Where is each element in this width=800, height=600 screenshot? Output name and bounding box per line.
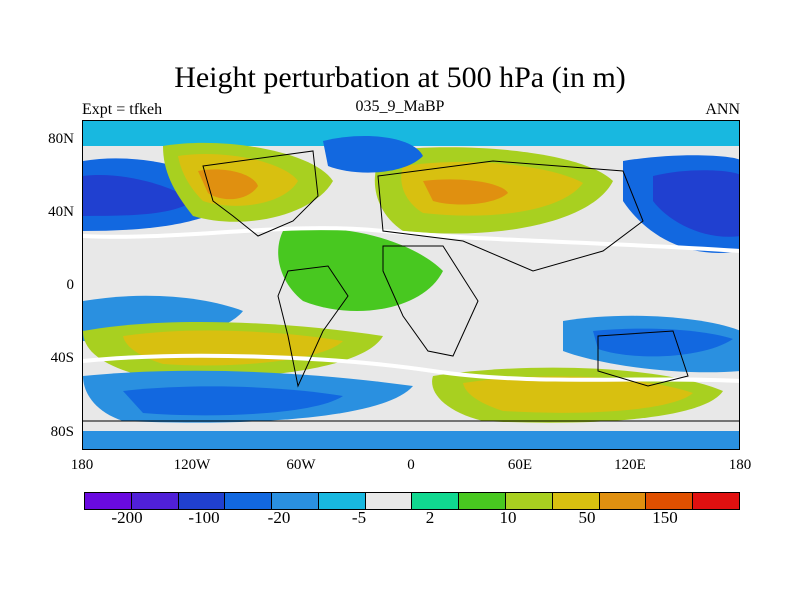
colorbar-swatch: [225, 493, 273, 509]
colorbar-swatch: [693, 493, 739, 509]
colorbar: [84, 492, 740, 510]
y-tick-40s: 40S: [50, 350, 74, 366]
x-tick-180e: 180: [728, 457, 752, 473]
case-label: 035_9_MaBP: [355, 98, 445, 115]
x-tick-0: 0: [407, 457, 415, 473]
x-tick-60e: 60E: [507, 457, 533, 473]
colorbar-swatch: [365, 493, 413, 509]
x-tick-120w: 120W: [173, 457, 211, 473]
colorbar-swatch: [459, 493, 507, 509]
x-tick-60w: 60W: [286, 457, 316, 473]
colorbar-swatch: [506, 493, 553, 509]
colorbar-label: 150: [652, 508, 678, 527]
x-tick-180w: 180: [70, 457, 94, 473]
colorbar-label: 2: [425, 508, 435, 527]
colorbar-swatch: [85, 493, 132, 509]
y-tick-40n: 40N: [48, 204, 74, 220]
colorbar-label: -20: [267, 508, 291, 527]
x-tick-120e: 120E: [614, 457, 646, 473]
colorbar-swatch: [131, 493, 179, 509]
y-tick-80s: 80S: [50, 424, 74, 440]
y-tick-0: 0: [66, 277, 75, 293]
colorbar-swatch: [178, 493, 226, 509]
colorbar-label: 50: [578, 508, 596, 527]
colorbar-swatch: [272, 493, 319, 509]
y-tick-80n: 80N: [48, 131, 74, 147]
colorbar-label: -200: [111, 508, 143, 527]
colorbar-swatch: [318, 493, 366, 509]
colorbar-label: -5: [351, 508, 367, 527]
colorbar-swatch: [599, 493, 647, 509]
colorbar-label: 10: [499, 508, 517, 527]
page-title: Height perturbation at 500 hPa (in m): [174, 61, 626, 94]
experiment-label: Expt = tfkeh: [82, 101, 163, 118]
map-panel: [82, 120, 740, 450]
height-anomaly-map: [83, 121, 739, 449]
colorbar-swatch: [412, 493, 460, 509]
colorbar-swatch: [646, 493, 694, 509]
colorbar-swatch: [552, 493, 600, 509]
season-label: ANN: [705, 101, 740, 118]
colorbar-label: -100: [188, 508, 220, 527]
